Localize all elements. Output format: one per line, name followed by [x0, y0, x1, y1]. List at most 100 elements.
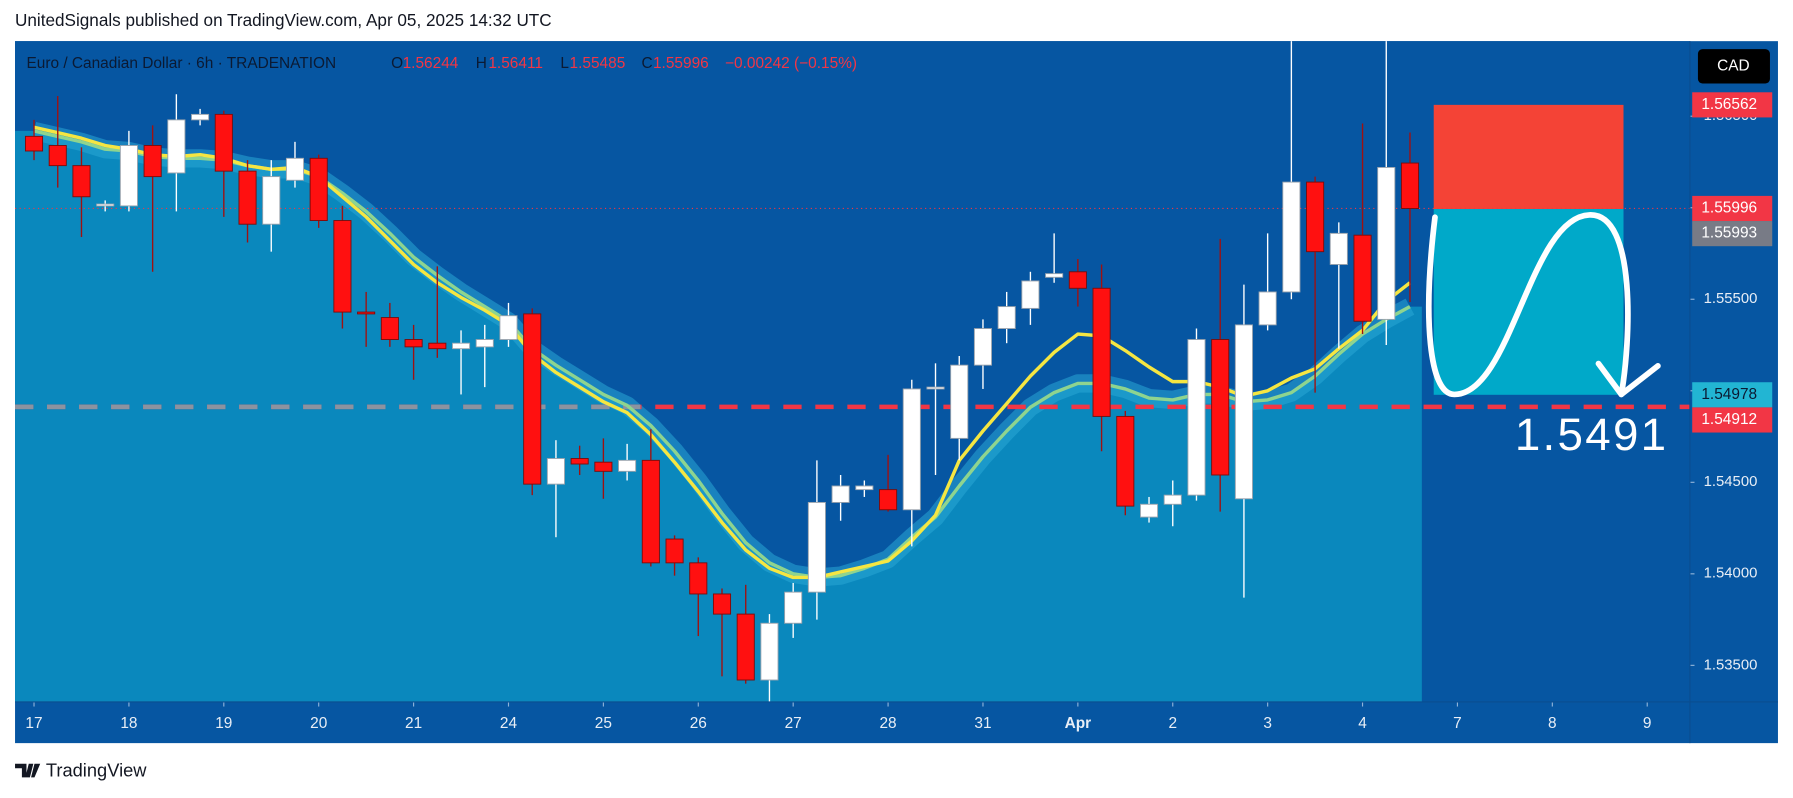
stop-zone: [1433, 104, 1624, 210]
candle-body: [1306, 181, 1325, 253]
price-label-box: [1692, 382, 1773, 408]
candle-body: [452, 342, 471, 350]
candle-body: [641, 459, 660, 564]
candle-body: [760, 622, 779, 681]
price-label: 1.54978: [1701, 386, 1757, 403]
currency-button[interactable]: [1697, 49, 1770, 84]
candle-body: [1353, 234, 1372, 322]
candle-body: [1068, 271, 1087, 289]
price-label: 1.55996: [1701, 200, 1757, 217]
legend: Euro / Canadian Dollar · 6h · TRADENATIO…: [26, 55, 857, 72]
candle-body: [143, 145, 162, 178]
arrow-head: [1595, 360, 1661, 398]
candle-body: [96, 203, 115, 207]
x-tick-label: 31: [974, 715, 991, 732]
x-tick-label: 4: [1358, 715, 1367, 732]
candle-body: [1092, 287, 1111, 417]
candle-body: [855, 485, 874, 491]
candle-body: [1234, 324, 1253, 500]
candle-body: [1139, 503, 1159, 518]
candle-body: [831, 485, 850, 503]
candle-body: [1187, 339, 1206, 496]
candle-body: [214, 113, 233, 172]
candle-body: [712, 593, 732, 615]
candle-body: [24, 135, 44, 152]
x-tick-label: 17: [25, 715, 42, 732]
candle-body: [950, 364, 969, 439]
candle-body: [594, 461, 613, 472]
candle-body: [689, 562, 708, 595]
candle-body: [1021, 280, 1040, 309]
candle-body: [333, 220, 352, 313]
x-tick-label: 28: [879, 715, 896, 732]
candle-body: [475, 339, 494, 348]
x-tick-label: Apr: [1065, 715, 1092, 732]
candle-body: [309, 157, 328, 222]
candle-body: [902, 388, 921, 511]
x-tick-label: 7: [1453, 715, 1462, 732]
candle-body: [618, 459, 637, 472]
ohlc-key: H: [476, 55, 487, 72]
ohlc-key: O: [391, 55, 403, 72]
price-label-box: [1692, 221, 1773, 247]
ohlc-key: C: [642, 55, 653, 72]
moving-average: [33, 125, 1411, 580]
candle-body: [879, 489, 898, 511]
candle-body: [499, 315, 518, 340]
y-tick-label: 1.53500: [1704, 657, 1758, 673]
price-label: 1.55993: [1701, 225, 1757, 242]
change-label: −0.00242 (−0.15%): [725, 55, 857, 72]
ohlc-key: L: [560, 55, 569, 72]
published-note: UnitedSignals published on TradingView.c…: [15, 10, 552, 30]
candle-body: [1163, 494, 1182, 505]
candle-body: [1400, 162, 1420, 209]
y-tick-label: 1.54000: [1704, 566, 1758, 582]
ohlc-value: 1.56411: [488, 55, 543, 72]
x-tick-label: 2: [1168, 715, 1177, 732]
logo-icon: [15, 763, 41, 778]
candle-body: [807, 501, 826, 593]
candle-body: [784, 591, 803, 624]
candle-body: [736, 613, 755, 681]
brand-logo: TradingView: [15, 760, 147, 781]
x-tick-label: 26: [690, 715, 707, 732]
price-label: 1.54912: [1701, 411, 1757, 428]
candle-body: [665, 538, 684, 564]
currency-label[interactable]: CAD: [1717, 57, 1750, 74]
candle-body: [119, 145, 138, 207]
x-tick-label: 8: [1548, 715, 1557, 732]
drawn-arrow: [1425, 212, 1631, 398]
candle-body: [1282, 181, 1301, 293]
candle-body: [973, 328, 992, 366]
symbol-title: Euro / Canadian Dollar · 6h · TRADENATIO…: [26, 55, 336, 72]
candle-body: [357, 311, 376, 315]
x-tick-label: 25: [595, 715, 612, 732]
y-tick-label: 1.54500: [1704, 474, 1758, 490]
candle-body: [285, 157, 305, 181]
brand-name: TradingView: [46, 760, 147, 781]
candle-body: [523, 313, 542, 485]
price-label-box: [1692, 407, 1773, 433]
x-tick-label: 21: [405, 715, 422, 732]
candle-body: [238, 170, 257, 225]
candle-body: [1211, 339, 1230, 476]
price-label: 1.56562: [1701, 96, 1757, 113]
candle-body: [570, 458, 589, 465]
price-label-box: [1692, 195, 1773, 222]
candle-body: [167, 119, 186, 174]
x-tick-label: 9: [1643, 715, 1652, 732]
candle-body: [1116, 415, 1135, 507]
candle-body: [1377, 167, 1396, 320]
candle-body: [926, 386, 945, 390]
candle-body: [997, 306, 1016, 330]
target-zone: [1433, 209, 1624, 395]
y-tick-label: 1.55500: [1704, 291, 1758, 307]
candle-body: [48, 145, 67, 167]
candle-body: [72, 165, 91, 198]
area-fill: [15, 130, 1422, 702]
candle-body: [1045, 273, 1064, 278]
ohlc-value: 1.56244: [403, 55, 459, 72]
candle-body: [191, 113, 210, 121]
x-tick-label: 27: [785, 715, 802, 732]
annotation: 1.5491: [1515, 409, 1669, 460]
